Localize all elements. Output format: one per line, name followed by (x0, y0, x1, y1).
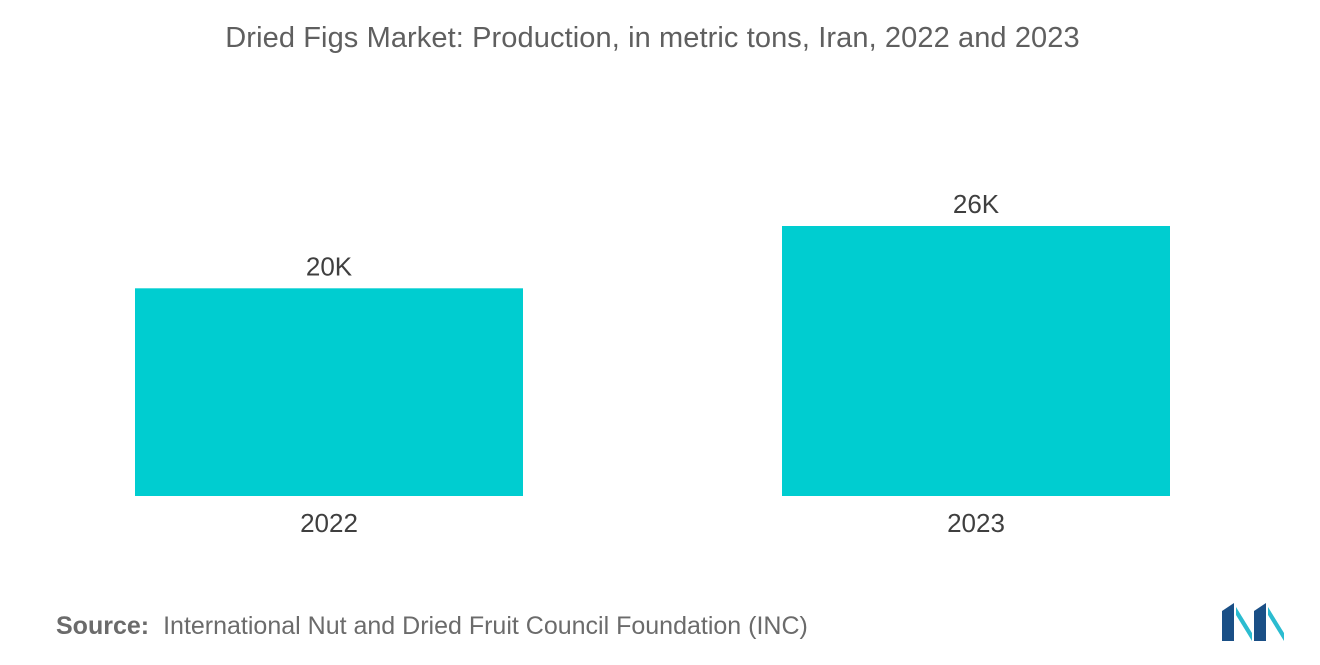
source-label: Source: (56, 612, 150, 640)
chart-title: Dried Figs Market: Production, in metric… (225, 22, 1080, 54)
bar-2022 (135, 288, 523, 496)
x-tick-label-2023: 2023 (947, 508, 1005, 538)
data-label-2023: 26K (953, 189, 1000, 219)
source-text: International Nut and Dried Fruit Counci… (163, 612, 808, 640)
data-label-2022: 20K (306, 251, 353, 281)
mordor-intelligence-logo-icon (1222, 603, 1284, 641)
x-tick-label-2022: 2022 (300, 508, 358, 538)
source-line: Source: International Nut and Dried Fruit… (56, 612, 808, 641)
bar-2023 (782, 226, 1170, 496)
